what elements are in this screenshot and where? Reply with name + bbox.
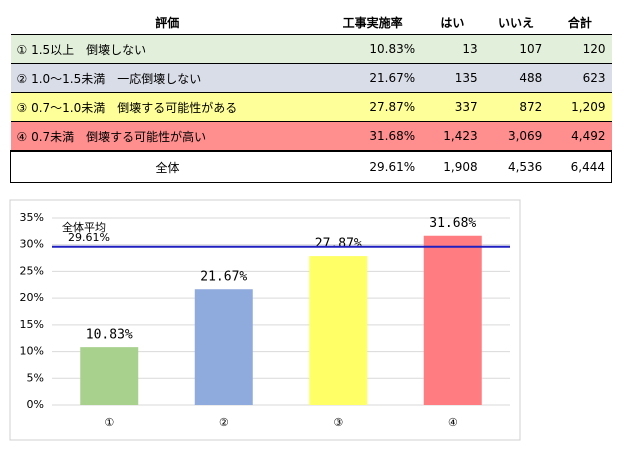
- table-cell: いいえ: [497, 15, 534, 30]
- table-row: ② 1.0～1.5未満 一応倒壊しない 21.67% 135 488 623: [10, 63, 612, 93]
- table-cell: 120: [548, 34, 612, 64]
- table-cell: 29.61%: [324, 150, 422, 183]
- table-cell: 13: [421, 34, 484, 64]
- table-cell: 評価: [155, 15, 180, 30]
- table-cell: 4,492: [548, 121, 612, 151]
- table-cell: 623: [548, 63, 612, 93]
- value-label: 10.83%: [86, 328, 133, 343]
- value-label: 27.87%: [315, 237, 362, 252]
- table-cell: 488: [483, 63, 549, 93]
- x-tick-label: ④: [448, 416, 458, 429]
- table-cell: 6,444: [548, 150, 613, 183]
- table-cell: 872: [483, 92, 549, 122]
- table-cell: はい: [440, 15, 465, 30]
- table-row: 評価 工事実施率 はい いいえ 合計: [11, 10, 612, 35]
- table-cell: 21.67%: [324, 63, 422, 93]
- bar: [80, 347, 139, 405]
- bar: [194, 289, 253, 405]
- table-cell: 3,069: [483, 121, 549, 151]
- y-tick-label: 15%: [20, 318, 44, 331]
- table-cell: 全体: [10, 150, 325, 183]
- table-row: ① 1.5以上 倒壊しない 10.83% 13 107 120: [10, 34, 612, 64]
- bar: [309, 256, 368, 405]
- y-tick-label: 20%: [20, 291, 44, 304]
- table-cell: 10.83%: [324, 34, 422, 64]
- table-cell: 337: [421, 92, 484, 122]
- table-row: ④ 0.7未満 倒壊する可能性が高い 31.68% 1,423 3,069 4,492: [10, 121, 612, 151]
- y-tick-label: 35%: [20, 211, 44, 224]
- y-tick-label: 5%: [27, 371, 44, 384]
- value-label: 31.68%: [429, 216, 476, 231]
- x-tick-label: ②: [219, 416, 229, 429]
- table-cell: 工事実施率: [342, 15, 403, 30]
- table-cell: 107: [483, 34, 549, 64]
- table-cell: 1,423: [421, 121, 484, 151]
- table-cell: 4,536: [483, 150, 549, 183]
- table-cell: 1,908: [421, 150, 484, 183]
- y-tick-label: 30%: [20, 238, 44, 251]
- x-tick-label: ①: [104, 416, 114, 429]
- table-row: 全体 29.61% 1,908 4,536 6,444: [10, 150, 613, 183]
- table-cell: ② 1.0～1.5未満 一応倒壊しない: [10, 63, 325, 93]
- table-cell: 1,209: [548, 92, 612, 122]
- bar: [423, 235, 482, 405]
- value-label: 21.67%: [200, 270, 247, 285]
- table-cell: ④ 0.7未満 倒壊する可能性が高い: [10, 121, 325, 151]
- table-cell: ① 1.5以上 倒壊しない: [10, 34, 325, 64]
- table-row: ③ 0.7～1.0未満 倒壊する可能性がある 27.87% 337 872 1,209: [10, 92, 612, 122]
- data-table: 評価 工事実施率 はい いいえ 合計 ① 1.5以上 倒壊しない 10.83% 13 107 12…: [10, 10, 613, 183]
- reference-value-label: 29.61%: [68, 231, 110, 244]
- table-cell: ③ 0.7～1.0未満 倒壊する可能性がある: [10, 92, 325, 122]
- y-tick-label: 0%: [27, 398, 44, 411]
- table-cell: 27.87%: [324, 92, 422, 122]
- reference-label: 全体平均: [62, 220, 106, 234]
- y-tick-label: 25%: [20, 264, 44, 277]
- x-tick-label: ③: [333, 416, 343, 429]
- table-cell: 31.68%: [324, 121, 422, 151]
- y-tick-label: 10%: [20, 345, 44, 358]
- table-cell: 合計: [567, 15, 592, 30]
- table-cell: 135: [421, 63, 484, 93]
